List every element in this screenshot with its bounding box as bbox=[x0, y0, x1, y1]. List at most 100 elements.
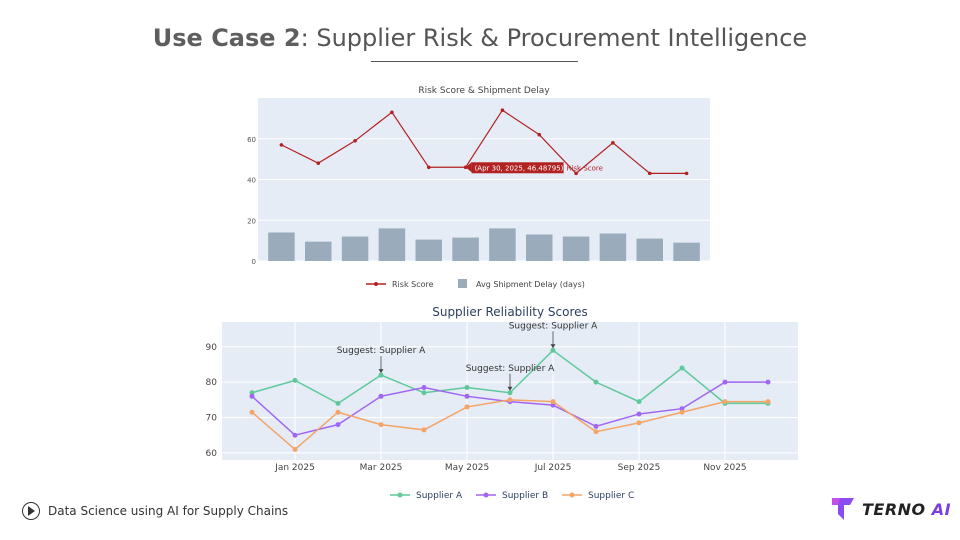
series-point bbox=[335, 422, 341, 428]
annotation-text: Suggest: Supplier A bbox=[509, 321, 598, 331]
tooltip-pointer bbox=[465, 162, 472, 173]
series-point bbox=[292, 446, 298, 452]
bar bbox=[489, 228, 516, 261]
series-point bbox=[679, 406, 685, 412]
risk-score-point bbox=[463, 165, 468, 170]
y-tick-label: 70 bbox=[206, 414, 218, 424]
series-point bbox=[378, 422, 384, 428]
series-point bbox=[679, 409, 685, 415]
risk-score-point bbox=[500, 108, 505, 113]
risk-score-line bbox=[281, 109, 687, 175]
y-tick-label: 40 bbox=[247, 177, 256, 185]
x-tick-label: Mar 2025 bbox=[360, 463, 403, 473]
bar bbox=[304, 241, 332, 261]
series-point bbox=[765, 399, 771, 405]
bar bbox=[341, 236, 369, 261]
series-point bbox=[292, 432, 298, 438]
series-point bbox=[249, 390, 255, 396]
risk-score-point bbox=[279, 143, 284, 147]
series-point bbox=[378, 393, 384, 399]
risk-score-point bbox=[611, 141, 615, 145]
bar bbox=[562, 236, 590, 261]
risk-score-point bbox=[426, 165, 431, 170]
series-point bbox=[335, 409, 341, 415]
supplier-reliability-chart: Supplier Reliability Scores 60 70 80 90 Jan 2… bbox=[206, 305, 798, 501]
chart-title: Supplier Reliability Scores bbox=[432, 305, 588, 319]
legend-delay-swatch bbox=[458, 279, 467, 288]
annotation: Suggest: Supplier A bbox=[337, 346, 426, 374]
bar bbox=[525, 234, 553, 261]
series-point bbox=[421, 390, 427, 396]
annotation: Suggest: Supplier A bbox=[466, 364, 555, 391]
annotation-text: Suggest: Supplier A bbox=[466, 364, 555, 374]
slide-title: Use Case 2: Supplier Risk & Procurement … bbox=[0, 24, 960, 52]
series-point bbox=[464, 393, 470, 399]
y-tick-label: 0 bbox=[252, 258, 256, 266]
x-tick-label: Jan 2025 bbox=[274, 463, 315, 473]
risk-score-point bbox=[390, 110, 394, 115]
x-tick-label: May 2025 bbox=[445, 463, 489, 473]
y-tick-label: 80 bbox=[206, 378, 218, 388]
series-point bbox=[679, 365, 685, 371]
series-point bbox=[593, 379, 599, 385]
series-point bbox=[464, 404, 470, 410]
bar bbox=[378, 228, 406, 261]
bar bbox=[452, 237, 479, 261]
series-point bbox=[550, 402, 556, 408]
series-point bbox=[421, 427, 427, 433]
legend-label: Supplier A bbox=[416, 491, 463, 501]
series-point bbox=[765, 379, 771, 385]
play-circle-icon bbox=[22, 502, 40, 520]
annotation-text: Suggest: Supplier A bbox=[337, 346, 426, 356]
terno-logo-icon bbox=[832, 498, 854, 520]
series-point bbox=[378, 372, 384, 378]
series-point bbox=[636, 420, 642, 426]
footer-text: Data Science using AI for Supply Chains bbox=[48, 504, 289, 518]
series-point bbox=[507, 390, 513, 396]
footer: Data Science using AI for Supply Chains bbox=[22, 502, 288, 520]
bar bbox=[636, 238, 664, 261]
hover-tooltip: (Apr 30, 2025, 46.48795) Risk Score bbox=[465, 162, 603, 174]
annotation-arrowhead bbox=[378, 369, 384, 374]
tooltip-text: (Apr 30, 2025, 46.48795) bbox=[475, 164, 564, 172]
terno-logo: TERNO AI bbox=[830, 496, 951, 522]
x-tick-label: Jul 2025 bbox=[534, 463, 572, 473]
annotation-arrowhead bbox=[550, 344, 556, 349]
bar bbox=[415, 239, 443, 261]
risk-shipment-chart: Risk Score & Shipment Delay 0 20 40 60 (Apr 3… bbox=[247, 86, 710, 289]
series-point bbox=[335, 400, 341, 406]
series-point bbox=[292, 377, 298, 383]
bar bbox=[599, 233, 627, 261]
legend-marker bbox=[397, 492, 403, 498]
series-point bbox=[636, 399, 642, 405]
title-underline bbox=[371, 61, 578, 62]
legend-label: Supplier B bbox=[502, 491, 548, 501]
logo-text: TERNO AI bbox=[862, 500, 951, 519]
series-point bbox=[507, 397, 513, 403]
legend-marker bbox=[483, 492, 489, 498]
tooltip-series-label: Risk Score bbox=[567, 164, 603, 172]
series-point bbox=[593, 429, 599, 435]
chart-title: Risk Score & Shipment Delay bbox=[418, 86, 550, 96]
logo-text-accent: AI bbox=[931, 499, 952, 519]
risk-score-point bbox=[537, 132, 542, 137]
series-point bbox=[249, 409, 255, 415]
legend-label: Supplier C bbox=[588, 491, 634, 501]
tooltip-box bbox=[471, 162, 564, 174]
risk-score-point bbox=[647, 171, 652, 176]
bar bbox=[673, 242, 700, 261]
series-point bbox=[249, 393, 255, 399]
annotation-arrowhead bbox=[507, 386, 513, 391]
legend-marker bbox=[569, 492, 575, 498]
series-point bbox=[550, 399, 556, 405]
bar bbox=[268, 232, 295, 261]
slide-title-bold: Use Case 2 bbox=[152, 24, 301, 52]
legend-delay-label: Avg Shipment Delay (days) bbox=[476, 280, 585, 289]
x-tick-label: Nov 2025 bbox=[703, 463, 746, 473]
legend-risk-marker bbox=[374, 282, 378, 286]
y-tick-label: 90 bbox=[206, 343, 218, 353]
series-point bbox=[550, 347, 556, 353]
legend-risk-label: Risk Score bbox=[392, 280, 434, 289]
risk-score-point bbox=[574, 171, 578, 176]
y-tick-label: 60 bbox=[206, 449, 218, 459]
